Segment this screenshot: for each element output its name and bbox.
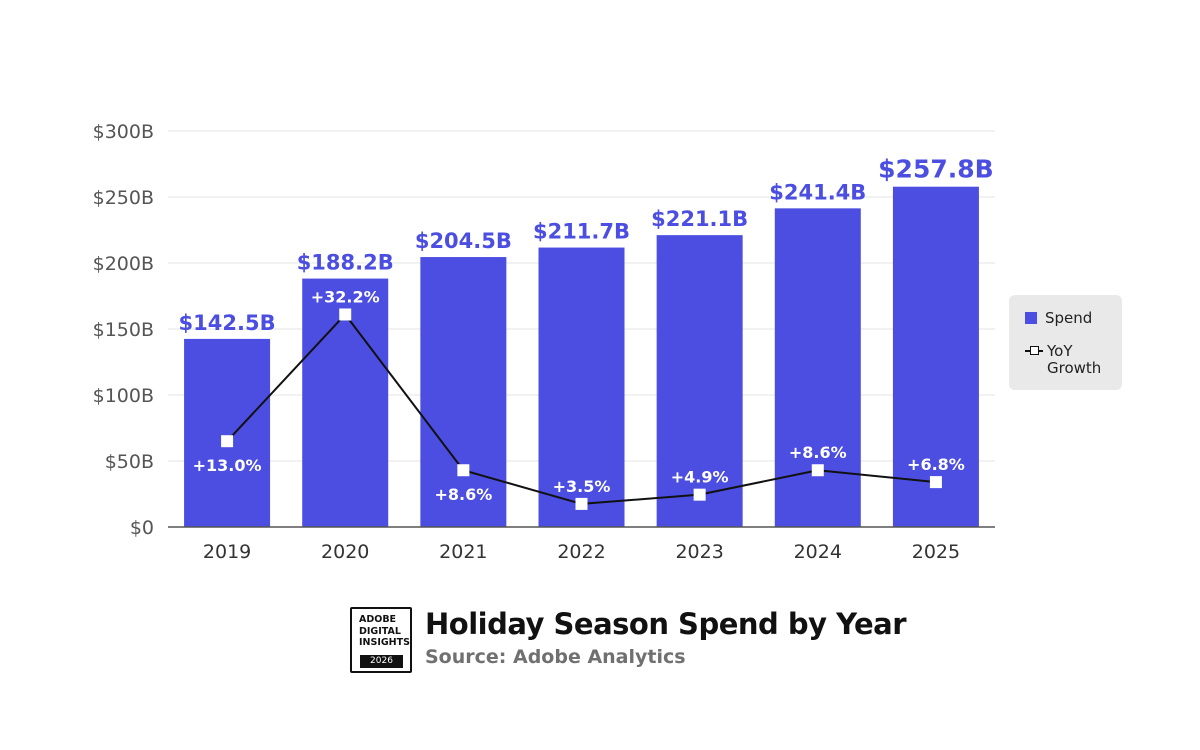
bar-value-label: $211.7B: [533, 220, 630, 244]
chart-title: Holiday Season Spend by Year: [425, 607, 907, 641]
legend-label-spend: Spend: [1045, 309, 1093, 327]
y-tick-label: $0: [130, 517, 154, 539]
x-tick-label: 2020: [321, 541, 369, 563]
x-tick-label: 2022: [557, 541, 605, 563]
legend-item-growth[interactable]: YoY Growth: [1025, 343, 1101, 377]
x-tick-label: 2019: [203, 541, 251, 563]
growth-point: [929, 476, 942, 489]
bar: [538, 247, 625, 527]
y-tick-label: $50B: [105, 451, 154, 473]
line-marker-icon: [1025, 343, 1043, 357]
growth-label: +8.6%: [434, 485, 492, 504]
bar: [656, 235, 743, 527]
legend-label-growth-1: YoY: [1047, 342, 1073, 360]
bar: [184, 338, 271, 527]
growth-label: +6.8%: [907, 455, 965, 474]
bar-value-label: $221.1B: [651, 207, 748, 231]
spend-swatch-icon: [1025, 312, 1037, 324]
adobe-digital-insights-logo: ADOBE DIGITAL INSIGHTS 2026: [350, 607, 412, 673]
growth-point: [339, 308, 352, 321]
growth-label: +3.5%: [553, 477, 611, 496]
growth-point: [811, 464, 824, 477]
legend-label-growth-2: Growth: [1047, 359, 1102, 377]
y-tick-label: $250B: [93, 187, 154, 209]
growth-label: +4.9%: [671, 468, 729, 487]
x-tick-label: 2025: [912, 541, 960, 563]
growth-point: [693, 488, 706, 501]
y-tick-label: $300B: [93, 121, 154, 143]
y-tick-label: $100B: [93, 385, 154, 407]
bar: [774, 208, 861, 528]
bar-value-label: $188.2B: [297, 251, 394, 275]
bar: [420, 257, 507, 527]
badge-line: DIGITAL: [359, 625, 401, 637]
x-tick-label: 2021: [439, 541, 487, 563]
legend-label-growth: YoY Growth: [1047, 343, 1101, 377]
x-tick-label: 2023: [675, 541, 723, 563]
growth-label: +13.0%: [193, 456, 262, 475]
legend: Spend YoY Growth: [1009, 295, 1122, 390]
growth-label: +8.6%: [789, 443, 847, 462]
bar-value-label: $204.5B: [415, 229, 512, 253]
badge-line: ADOBE: [359, 614, 397, 625]
bar-value-label: $241.4B: [769, 180, 866, 204]
badge-line: INSIGHTS: [359, 637, 410, 648]
growth-point: [575, 497, 588, 510]
growth-label: +32.2%: [311, 287, 380, 306]
chart-source: Source: Adobe Analytics: [425, 646, 686, 668]
y-tick-label: $150B: [93, 319, 154, 341]
badge-year: 2026: [360, 655, 403, 668]
growth-point: [221, 435, 234, 448]
y-tick-label: $200B: [93, 253, 154, 275]
x-tick-label: 2024: [794, 541, 842, 563]
bar: [892, 186, 979, 528]
growth-point: [457, 464, 470, 477]
bar-value-label: $257.8B: [878, 155, 994, 184]
legend-item-spend[interactable]: Spend: [1025, 309, 1092, 327]
bar-value-label: $142.5B: [179, 311, 276, 335]
